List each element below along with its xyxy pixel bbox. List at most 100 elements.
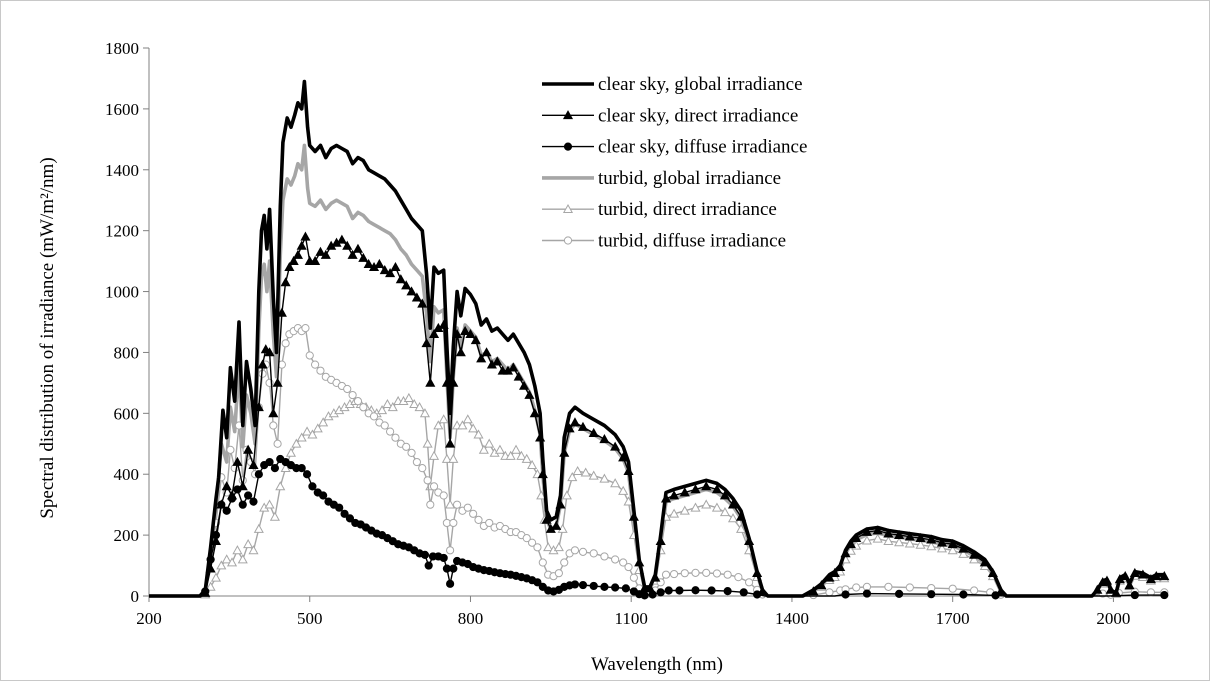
data-point [1092,584,1103,594]
data-point [414,402,425,412]
data-point [895,589,904,598]
data-point [669,508,680,518]
data-point [238,500,247,509]
data-point [599,473,610,483]
data-point [1137,569,1148,579]
data-point [227,494,237,503]
data-point [418,464,427,473]
data-point [348,390,357,400]
data-point [369,412,379,421]
data-point [578,580,588,590]
data-point [253,523,264,533]
y-tick-label: 800 [114,343,140,362]
data-point [845,539,856,549]
y-tick-label: 0 [131,587,140,606]
data-point [226,557,238,567]
data-point [753,590,762,599]
data-point [691,586,700,595]
data-point [618,485,629,495]
axes: 0 200 400 600 800 1000 1200 1400 1600 1800 200 500 8… [105,39,1167,628]
data-point [618,452,629,462]
data-point [494,444,505,454]
data-point [744,535,755,546]
data-point [527,459,538,469]
data-point [723,570,732,579]
series-5 [149,392,1170,599]
data-point [476,353,487,363]
x-tick-label: 1700 [936,609,970,628]
data-point [421,338,432,348]
data-point [567,472,578,482]
data-point [505,450,516,460]
data-point [264,347,275,357]
y-tick-label: 1600 [105,100,139,119]
data-point [316,366,325,375]
data-point [623,496,634,506]
data-point [660,493,672,503]
data-point [254,470,263,479]
y-tick-label: 1400 [105,161,139,180]
x-tick-label: 1100 [615,609,648,628]
data-point [300,231,311,241]
data-point [425,377,436,387]
data-point [390,261,401,272]
data-point [319,491,328,500]
data-point [970,586,979,595]
data-point [463,503,472,512]
data-point [554,569,563,578]
legend-item: turbid, diffuse irradiance [542,231,786,252]
data-point [600,582,609,591]
data-point [485,518,494,528]
data-point [824,572,835,582]
data-point [669,490,680,500]
data-point [420,550,430,560]
data-point [560,558,569,567]
data-point [808,586,819,596]
data-point [947,539,958,549]
series-2 [149,231,1170,597]
data-point [752,567,763,578]
data-point [872,533,883,543]
data-point [275,481,286,491]
data-point [835,561,846,571]
data-point [862,589,872,598]
series-layer [149,79,1170,600]
data-point [723,587,732,596]
data-point [959,590,968,599]
data-point [402,442,411,451]
series-line [149,236,1165,597]
legend-marker [562,203,574,214]
data-point [861,526,873,536]
data-point [711,502,722,512]
data-point [559,447,570,457]
data-point [845,545,856,555]
data-point [744,578,754,587]
data-point [679,505,690,515]
data-point [345,514,355,523]
data-point [508,362,519,372]
data-point [310,255,321,265]
data-point [727,513,739,523]
data-point [634,557,645,567]
data-point [543,542,554,552]
data-point [712,569,722,578]
data-point [211,531,221,540]
legend-label: clear sky, diffuse irradiance [598,137,807,158]
data-point [904,538,915,548]
data-point [661,570,671,579]
data-point [285,447,297,457]
data-point [915,532,926,543]
data-point [221,554,232,564]
data-point [894,537,905,547]
data-point [527,538,537,547]
data-point [353,397,363,406]
data-point [628,511,639,521]
x-tick-label: 800 [458,609,484,628]
y-tick-label: 200 [114,526,140,545]
data-point [719,507,731,517]
data-point [395,274,406,284]
legend-item: turbid, direct irradiance [542,199,777,220]
data-point [385,268,396,278]
data-point [407,448,416,458]
